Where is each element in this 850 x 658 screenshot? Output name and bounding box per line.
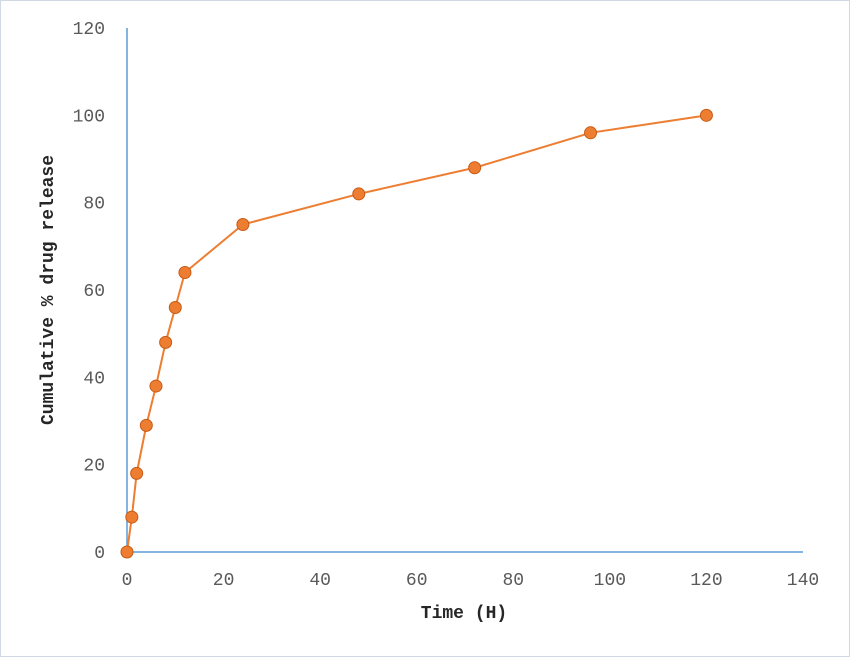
data-point (159, 335, 173, 349)
x-tick-label: 120 (690, 571, 722, 591)
y-tick-label: 120 (73, 20, 105, 40)
data-point (236, 218, 250, 231)
y-tick-label: 0 (94, 544, 105, 564)
data-point (178, 266, 192, 280)
y-tick-label: 60 (83, 282, 105, 302)
x-tick-label: 100 (594, 571, 626, 591)
x-tick-label: 60 (406, 571, 428, 591)
x-tick-label: 0 (122, 571, 133, 591)
y-axis-title: Cumulative % drug release (39, 155, 59, 425)
series-points (120, 108, 713, 559)
y-tick-label: 40 (83, 369, 105, 389)
data-point (468, 161, 482, 175)
data-point (149, 379, 163, 393)
y-tick-label: 80 (83, 195, 105, 215)
data-point (699, 108, 713, 122)
data-point (139, 418, 153, 432)
data-point (584, 126, 598, 140)
x-tick-labels: 0 20 40 60 80 100 120 140 (122, 571, 820, 591)
x-tick-label: 20 (213, 571, 235, 591)
x-tick-label: 80 (502, 571, 524, 591)
data-point (168, 300, 182, 314)
series-line (126, 114, 707, 553)
y-tick-label: 100 (73, 107, 105, 127)
data-point (130, 466, 144, 480)
x-tick-label: 40 (309, 571, 331, 591)
series-lines (126, 114, 707, 553)
y-tick-labels: 0 20 40 60 80 100 120 (73, 20, 105, 564)
y-tick-label: 20 (83, 457, 105, 477)
data-point (120, 545, 134, 559)
data-point (352, 187, 366, 201)
data-point (125, 510, 139, 524)
x-axis-title: Time (H) (421, 604, 507, 624)
x-tick-label: 140 (787, 571, 819, 591)
